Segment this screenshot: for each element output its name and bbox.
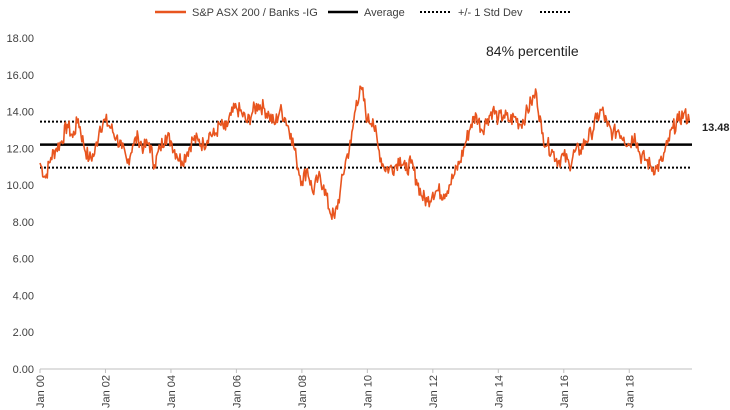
legend-label-average: Average: [364, 7, 405, 19]
y-tick-label: 6.00: [13, 254, 34, 266]
x-tick-label: Jan 08: [297, 375, 309, 408]
x-axis: Jan 00 Jan 02 Jan 04 Jan 06 Jan 08 Jan 10 Jan …: [35, 368, 692, 408]
x-tick-label: Jan 04: [166, 375, 178, 408]
legend-label-series: S&P ASX 200 / Banks -IG: [192, 7, 318, 19]
x-tick-label: Jan 18: [624, 375, 636, 408]
y-tick-label: 10.00: [6, 180, 34, 192]
y-axis: 0.00 2.00 4.00 6.00 8.00 10.00 12.00 14.00 16.00…: [6, 33, 34, 376]
x-tick-label: Jan 12: [428, 375, 440, 408]
x-tick-label: Jan 00: [35, 375, 47, 408]
y-tick-label: 12.00: [6, 143, 34, 155]
percentile-annotation: 84% percentile: [486, 43, 579, 59]
x-tick-label: Jan 16: [559, 375, 571, 408]
y-tick-label: 8.00: [13, 217, 34, 229]
x-tick-label: Jan 10: [362, 375, 374, 408]
plot-area: [39, 85, 692, 221]
legend: S&P ASX 200 / Banks -IG Average +/- 1 St…: [155, 7, 572, 19]
last-value-label: 13.48: [702, 122, 730, 134]
legend-label-stddev: +/- 1 Std Dev: [458, 7, 523, 19]
y-tick-label: 18.00: [6, 33, 34, 45]
series-line-banks: [39, 85, 691, 221]
y-tick-label: 0.00: [13, 364, 34, 376]
y-tick-label: 4.00: [13, 290, 34, 302]
x-tick-label: Jan 14: [493, 375, 505, 408]
y-tick-label: 2.00: [13, 327, 34, 339]
y-tick-label: 14.00: [6, 107, 34, 119]
y-tick-label: 16.00: [6, 70, 34, 82]
x-tick-label: Jan 06: [231, 375, 243, 408]
x-tick-label: Jan 02: [100, 375, 112, 408]
